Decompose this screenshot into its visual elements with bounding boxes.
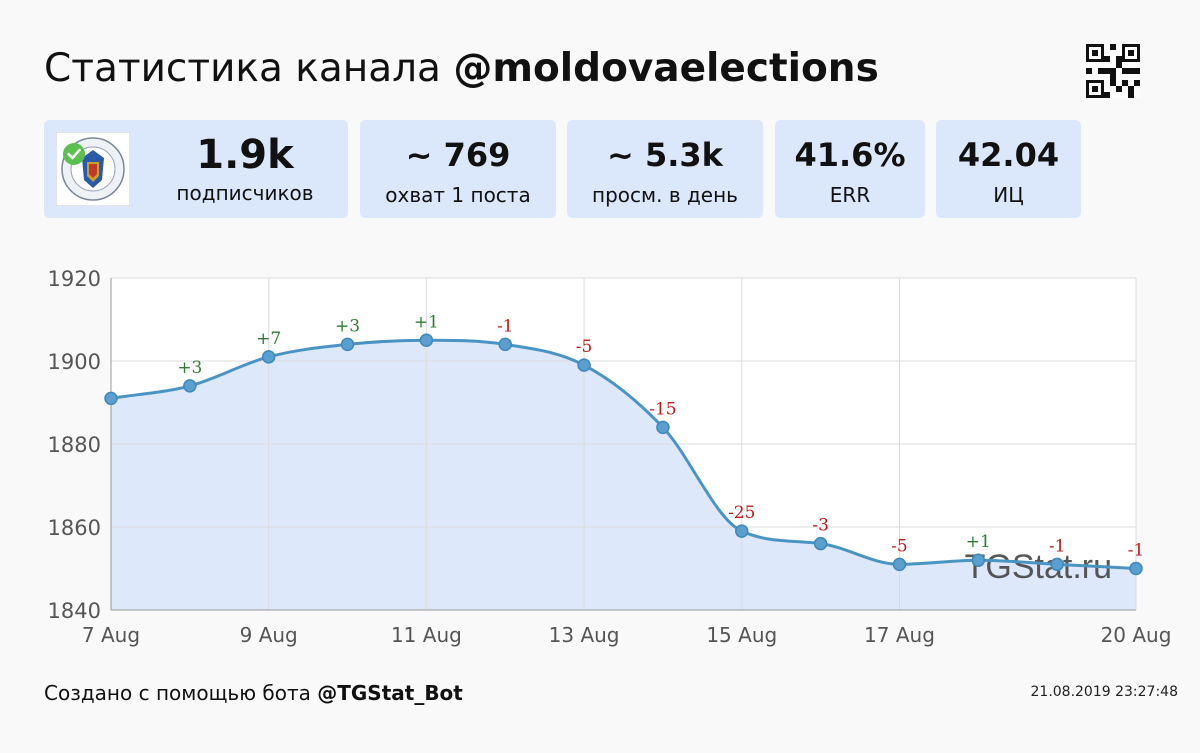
- x-tick-label: 15 Aug: [706, 623, 777, 647]
- data-label: -1: [497, 316, 514, 336]
- data-point: [261, 350, 276, 364]
- data-point: [1050, 557, 1064, 572]
- qr-code-icon: [1086, 44, 1140, 98]
- subscribers-chart: 1840 1860 1880 1900 1920 7 Aug 9 Aug 11 Aug 13 A…: [48, 267, 1172, 647]
- stat-err: 41.6% ERR: [775, 120, 925, 218]
- election-commission-seal-icon: [56, 132, 130, 206]
- stat-daily-views: ~ 5.3k просм. в день: [567, 120, 763, 218]
- data-label: -5: [891, 536, 908, 556]
- data-label: +3: [335, 316, 360, 336]
- data-point: [656, 420, 670, 435]
- data-point: [183, 379, 197, 393]
- x-tick-label: 11 Aug: [391, 623, 462, 647]
- daily-views-value: ~ 5.3k: [607, 136, 723, 174]
- data-point: [104, 391, 118, 406]
- err-value: 41.6%: [794, 136, 906, 174]
- page-title: Статистика канала @moldovaelections: [44, 46, 879, 91]
- x-tick-label: 13 Aug: [549, 623, 620, 647]
- data-point: [971, 553, 986, 567]
- data-point: [419, 333, 434, 347]
- data-point: [498, 337, 512, 352]
- y-tick-label: 1920: [48, 267, 101, 291]
- post-reach-value: ~ 769: [405, 136, 511, 174]
- citation-index-value: 42.04: [957, 136, 1060, 174]
- timestamp: 21.08.2019 23:27:48: [1030, 684, 1179, 700]
- citation-index-label: ИЦ: [993, 183, 1024, 207]
- series-area: [111, 340, 1136, 610]
- created-by: Создано с помощью бота @TGStat_Bot: [44, 681, 463, 705]
- channel-name: @moldovaelections: [453, 46, 879, 91]
- data-label: +3: [177, 358, 202, 378]
- data-label: -3: [812, 516, 829, 536]
- x-tick-label: 9 Aug: [240, 623, 298, 647]
- verified-check-icon: [63, 143, 85, 165]
- x-tick-label: 7 Aug: [82, 623, 140, 647]
- x-tick-label: 20 Aug: [1101, 623, 1172, 647]
- data-point: [340, 337, 355, 352]
- series-line: [110, 338, 1137, 570]
- data-label: +1: [966, 532, 991, 552]
- data-point: [735, 524, 749, 538]
- data-label: -1: [1128, 541, 1145, 561]
- data-label: -25: [728, 503, 755, 523]
- subscribers-value: 1.9k: [196, 132, 294, 178]
- data-label: -15: [649, 399, 676, 419]
- title-prefix: Статистика канала: [44, 46, 454, 91]
- y-tick-label: 1900: [48, 350, 101, 374]
- post-reach-label: охват 1 поста: [385, 183, 531, 207]
- y-tick-label: 1860: [48, 516, 101, 540]
- stat-citation-index: 42.04 ИЦ: [936, 120, 1081, 218]
- x-tick-label: 17 Aug: [864, 623, 935, 647]
- data-label: -1: [1049, 536, 1066, 556]
- stat-post-reach: ~ 769 охват 1 поста: [360, 120, 556, 218]
- data-point: [813, 536, 828, 551]
- data-point: [892, 557, 907, 572]
- data-label: +1: [414, 312, 439, 332]
- stat-subscribers: 1.9k подписчиков: [44, 120, 348, 218]
- subscribers-label: подписчиков: [176, 181, 314, 205]
- data-label: -5: [576, 337, 593, 357]
- y-tick-label: 1880: [48, 433, 101, 457]
- err-label: ERR: [829, 183, 871, 207]
- data-point: [577, 358, 591, 372]
- daily-views-label: просм. в день: [592, 183, 738, 207]
- data-point: [1129, 561, 1143, 576]
- data-label: +7: [256, 329, 281, 349]
- created-prefix: Создано с помощью бота: [44, 681, 318, 705]
- y-tick-label: 1840: [48, 599, 101, 623]
- bot-link[interactable]: @TGStat_Bot: [317, 681, 463, 705]
